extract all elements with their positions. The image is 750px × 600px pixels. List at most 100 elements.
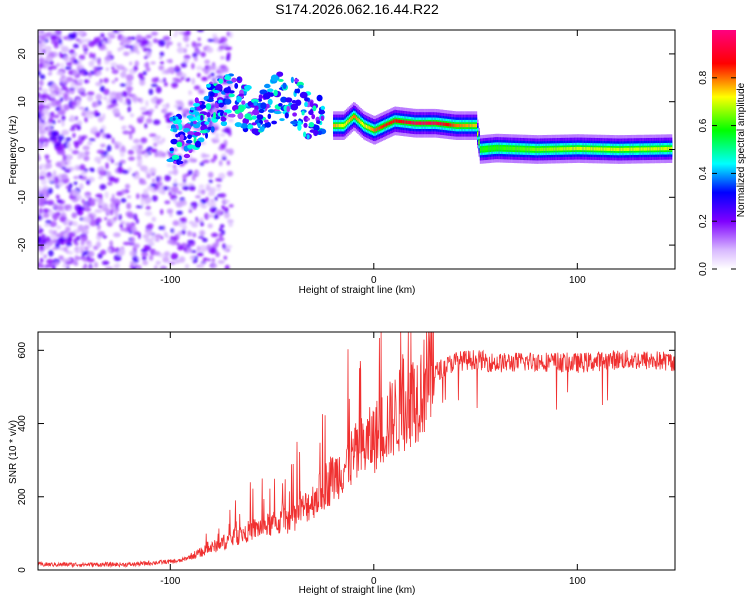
noise-blob (184, 263, 190, 269)
noise-blob (81, 198, 85, 204)
noise-blob (160, 209, 164, 215)
ridge-cell (475, 123, 478, 128)
noise-blob (73, 247, 82, 254)
noise-blob (215, 132, 219, 138)
noise-blob (132, 45, 139, 53)
snr-xtick-label: 100 (569, 576, 586, 587)
noise-blob (113, 208, 117, 215)
cluster-blob (258, 94, 263, 100)
noise-blob (128, 213, 134, 219)
cluster-blob (273, 89, 278, 97)
noise-blob (97, 61, 101, 66)
cluster-blob (273, 110, 282, 115)
noise-blob (81, 266, 87, 269)
ridge-cell (488, 147, 490, 151)
cluster-blob (251, 128, 259, 135)
cluster-blob (190, 121, 194, 127)
noise-blob (60, 78, 67, 82)
noise-blob (68, 33, 76, 40)
noise-blob (50, 34, 58, 41)
noise-blob (52, 264, 56, 269)
noise-blob (51, 39, 55, 45)
noise-blob (202, 237, 208, 243)
colorbar-label: Normalized spectral amplitude (736, 82, 747, 217)
noise-blob (207, 74, 211, 79)
noise-blob (177, 106, 183, 110)
ridge-cell (655, 147, 657, 151)
noise-blob (49, 111, 55, 116)
noise-blob (60, 75, 66, 79)
ridge-cell (543, 147, 546, 151)
ridge-cell (519, 147, 522, 151)
noise-blob (224, 46, 232, 51)
noise-blob (132, 173, 136, 177)
noise-blob (40, 34, 46, 41)
noise-blob (183, 159, 189, 163)
ridge-cell (461, 123, 463, 128)
noise-blob (208, 120, 214, 125)
ridge-cell (652, 147, 654, 151)
ridge-cell (462, 123, 465, 128)
noise-blob (155, 99, 161, 105)
noise-blob (64, 168, 71, 173)
noise-blob (65, 97, 73, 101)
noise-blob (176, 242, 181, 247)
cluster-blob (304, 97, 309, 102)
noise-blob (147, 223, 154, 229)
noise-blob (162, 77, 166, 83)
noise-blob (204, 59, 211, 65)
noise-blob (78, 54, 86, 60)
noise-blob (63, 55, 70, 63)
noise-blob (55, 106, 61, 112)
noise-blob (166, 208, 174, 214)
noise-blob (114, 144, 120, 150)
noise-blob (77, 224, 85, 232)
noise-blob (168, 190, 172, 196)
ridge-cell (576, 146, 579, 151)
noise-blob (218, 227, 223, 232)
noise-blob (193, 85, 201, 90)
ridge-cell (645, 147, 647, 151)
ridge-cell (646, 147, 649, 151)
noise-blob (188, 157, 196, 163)
noise-blob (89, 219, 98, 227)
noise-blob (77, 156, 82, 160)
noise-blob (40, 116, 47, 121)
noise-blob (72, 198, 78, 203)
noise-blob (195, 171, 200, 176)
ridge-cell (565, 147, 567, 151)
cluster-blob (237, 76, 241, 81)
ridge-cell (552, 147, 555, 151)
cluster-blob (234, 82, 239, 89)
colorbar-gradient (712, 30, 736, 269)
cluster-blob (320, 105, 326, 111)
noise-blob (42, 212, 50, 219)
ridge-cell (371, 127, 374, 131)
noise-blob (148, 108, 155, 113)
noise-blob (46, 199, 55, 206)
ridge-cell (650, 147, 653, 151)
cluster-blob (206, 83, 211, 88)
ridge-cell (410, 121, 412, 125)
noise-blob (60, 62, 65, 69)
noise-blob (38, 189, 42, 195)
noise-blob (63, 258, 72, 262)
ridge-cell (606, 147, 609, 151)
noise-blob (61, 115, 66, 121)
cluster-blob (172, 127, 178, 133)
noise-blob (145, 67, 151, 72)
ridge-cell (615, 147, 617, 152)
noise-blob (57, 119, 61, 123)
noise-blob (176, 46, 185, 54)
cluster-blob (187, 144, 195, 149)
noise-blob (158, 39, 166, 47)
snr-ytick-label: 400 (17, 415, 28, 432)
noise-blob (226, 170, 234, 177)
cluster-blob (176, 141, 183, 148)
noise-blob (164, 251, 170, 257)
ridge-cell (365, 125, 368, 129)
cluster-blob (308, 110, 314, 116)
noise-blob (129, 113, 135, 118)
ridge-cell (518, 147, 520, 151)
